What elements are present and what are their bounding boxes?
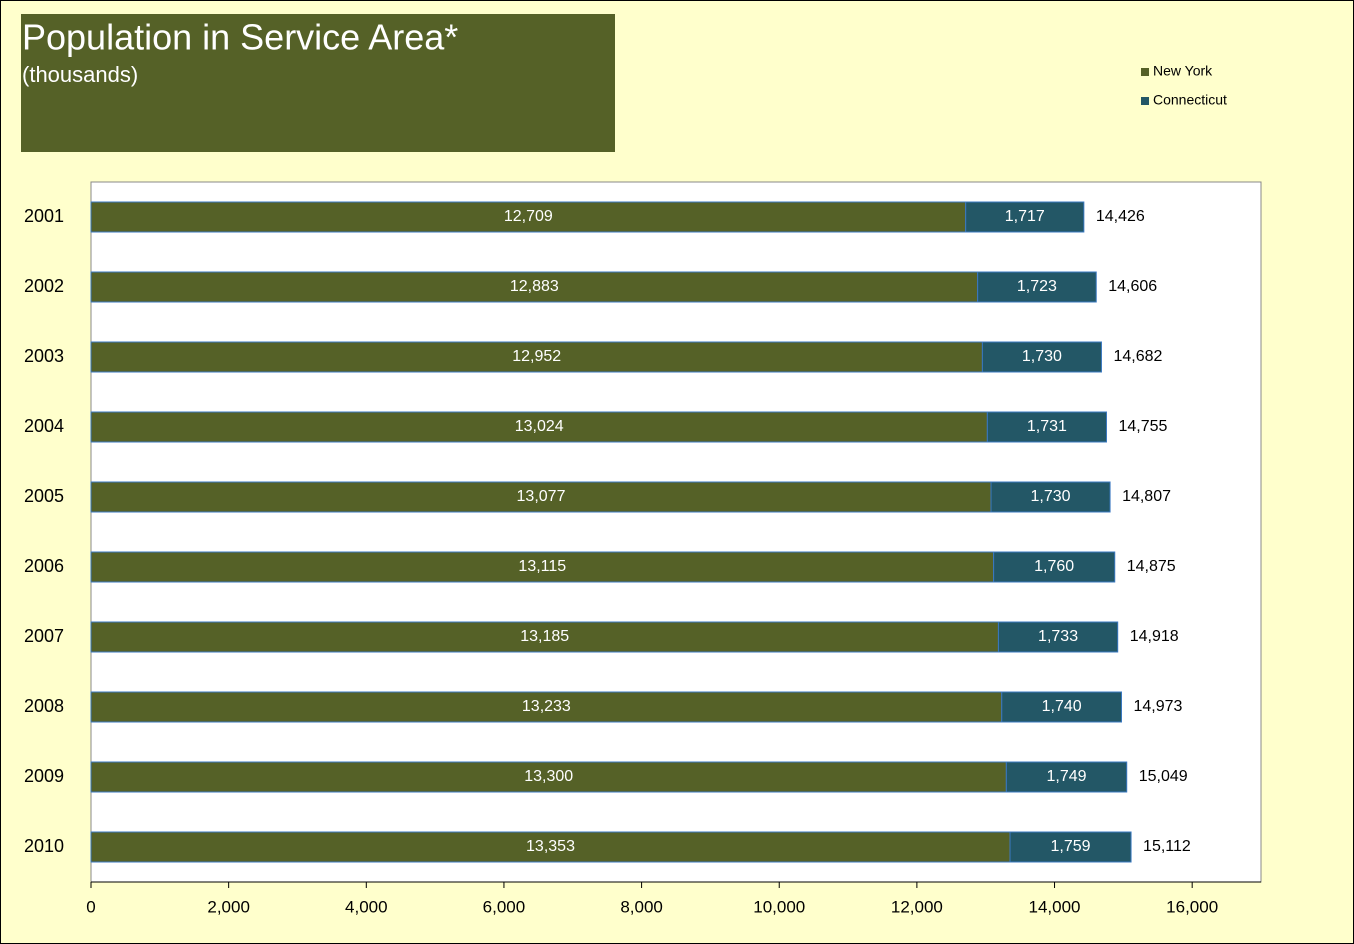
y-tick-label: 2005 (24, 486, 64, 506)
bar-segment (990, 481, 1111, 513)
value-label: 1,730 (1022, 348, 1062, 365)
y-tick-label: 2004 (24, 416, 64, 436)
x-tick-label: 0 (86, 897, 95, 916)
bar-segment (90, 761, 1007, 793)
y-tick-label: 2003 (24, 346, 64, 366)
value-label: 12,952 (512, 348, 561, 365)
x-tick-label: 8,000 (620, 897, 663, 916)
value-label: 13,024 (515, 418, 564, 435)
total-label: 14,682 (1113, 348, 1162, 365)
y-tick-label: 2009 (24, 766, 64, 786)
y-tick-label: 2007 (24, 626, 64, 646)
y-tick-label: 2002 (24, 276, 64, 296)
value-label: 1,731 (1027, 418, 1067, 435)
x-tick-label: 10,000 (753, 897, 805, 916)
x-tick-label: 4,000 (345, 897, 388, 916)
value-label: 1,717 (1005, 208, 1045, 225)
value-label: 1,759 (1051, 838, 1091, 855)
value-label: 13,233 (522, 698, 571, 715)
legend-label: New York (1153, 63, 1213, 79)
value-label: 12,883 (510, 278, 559, 295)
bar-segment (1005, 761, 1128, 793)
bar-segment (90, 551, 995, 583)
value-label: 13,185 (520, 628, 569, 645)
value-label: 1,740 (1042, 698, 1082, 715)
value-label: 13,115 (518, 558, 566, 575)
value-label: 13,300 (524, 768, 573, 785)
bar-segment (993, 551, 1116, 583)
value-label: 1,733 (1038, 628, 1078, 645)
bar-segment (90, 271, 979, 303)
bar-segment (90, 621, 999, 653)
y-tick-label: 2008 (24, 696, 64, 716)
total-label: 14,807 (1122, 488, 1171, 505)
bar-segment (90, 201, 967, 233)
bar-segment (1009, 831, 1132, 863)
y-tick-label: 2001 (24, 206, 64, 226)
value-label: 1,730 (1031, 488, 1071, 505)
y-tick-label: 2006 (24, 556, 64, 576)
bar-segment (90, 341, 983, 373)
legend-label: Connecticut (1153, 92, 1227, 108)
total-label: 14,973 (1133, 698, 1182, 715)
bar-segment (986, 411, 1107, 443)
bar-segment (90, 411, 988, 443)
value-label: 12,709 (504, 208, 553, 225)
chart-subtitle: (thousands) (22, 62, 138, 87)
value-label: 1,723 (1017, 278, 1057, 295)
total-label: 14,918 (1130, 628, 1179, 645)
legend-swatch (1141, 68, 1149, 76)
x-tick-label: 12,000 (891, 897, 943, 916)
total-label: 15,112 (1143, 838, 1191, 855)
bar-segment (90, 691, 1003, 723)
x-tick-label: 14,000 (1029, 897, 1081, 916)
value-label: 1,760 (1034, 558, 1074, 575)
value-label: 13,353 (526, 838, 575, 855)
y-tick-label: 2010 (24, 836, 64, 856)
title-box (21, 14, 615, 152)
total-label: 14,755 (1118, 418, 1167, 435)
total-label: 15,049 (1139, 768, 1188, 785)
total-label: 14,875 (1127, 558, 1176, 575)
total-label: 14,606 (1108, 278, 1157, 295)
value-label: 1,749 (1047, 768, 1087, 785)
legend-swatch (1141, 97, 1149, 105)
value-label: 13,077 (517, 488, 566, 505)
chart-title: Population in Service Area* (22, 17, 458, 58)
x-tick-label: 16,000 (1166, 897, 1218, 916)
x-tick-label: 2,000 (207, 897, 250, 916)
bar-segment (965, 201, 1085, 233)
bar-segment (981, 341, 1102, 373)
bar-segment (997, 621, 1119, 653)
total-label: 14,426 (1096, 208, 1145, 225)
x-tick-label: 6,000 (483, 897, 526, 916)
bar-segment (977, 271, 1097, 303)
bar-segment (90, 481, 992, 513)
bar-segment (1001, 691, 1122, 723)
